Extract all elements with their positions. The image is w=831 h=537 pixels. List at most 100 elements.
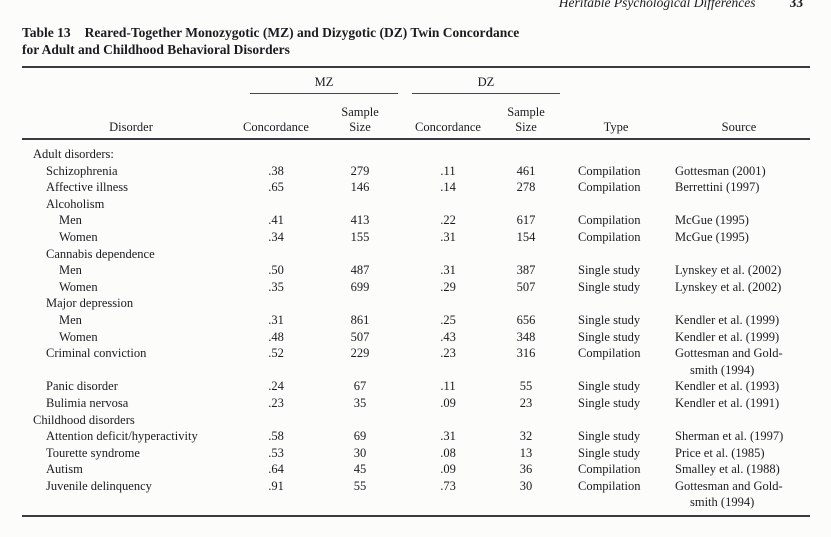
col-group-dz-label: DZ: [412, 75, 560, 94]
disorder-cell: Attention deficit/hyperactivity: [46, 429, 198, 444]
mz-concordance-cell: [240, 139, 312, 163]
disorder-cell: Adult disorders:: [33, 147, 114, 161]
mz-concordance-cell: .50: [268, 263, 284, 278]
mz-sample-size-cell: 861: [350, 312, 370, 327]
dz-concordance-cell: .43: [440, 329, 456, 344]
col-header-dz-concordance: Concordance: [408, 94, 488, 140]
header-spacer: [564, 67, 668, 94]
header-spacer: [668, 67, 810, 94]
dz-sample-size-cell: 348: [516, 329, 536, 344]
disorder-cell: Men: [59, 213, 82, 228]
source-cell: Kendler et al. (1993): [675, 379, 780, 394]
col-header-source: Source: [668, 94, 810, 140]
dz-sample-size-cell: 656: [516, 312, 536, 327]
dz-concordance-cell: .09: [440, 395, 456, 410]
table-row: Tourette syndrome .53 30 .08 13 Single study P…: [22, 445, 810, 462]
type-cell: Single study: [578, 445, 641, 460]
dz-concordance-cell: .11: [440, 379, 456, 394]
col-header-mz-sample-size: Sample Size: [312, 94, 408, 140]
mz-concordance-cell: .65: [268, 180, 284, 195]
table-row: Affective illness .65 146 .14 278 Compilation…: [22, 179, 810, 196]
disorder-cell: Cannabis dependence: [46, 246, 155, 261]
dz-sample-size-cell: [488, 246, 564, 263]
dz-concordance-cell: .23: [440, 346, 456, 361]
table-row: Men .50 487 .31 387 Single study Lynskey et al…: [22, 262, 810, 279]
dz-sample-size-cell: 154: [516, 229, 536, 244]
col-group-mz: MZ: [240, 67, 408, 94]
col-header-dz-sample-size: Sample Size: [488, 94, 564, 140]
dz-sample-size-cell: 36: [519, 462, 533, 477]
mz-sample-size-cell: 229: [350, 346, 370, 361]
dz-sample-size-cell: [488, 196, 564, 213]
type-cell: Compilation: [578, 462, 641, 477]
disorder-cell: Childhood disorders: [33, 412, 135, 427]
mz-concordance-cell: .91: [268, 478, 284, 493]
type-cell: Single study: [578, 263, 641, 278]
table-row: Attention deficit/hyperactivity .58 69 .31 3…: [22, 428, 810, 445]
source-cell: Gottesman and Gold- smith (1994): [675, 346, 783, 377]
dz-concordance-cell: .08: [440, 445, 456, 460]
source-cell: Kendler et al. (1991): [675, 395, 780, 410]
size-label: Size: [349, 119, 371, 134]
concordance-table: MZ DZ Disorder Concordance Sample Size C…: [22, 66, 810, 518]
disorder-cell: Affective illness: [46, 180, 129, 195]
type-cell: Compilation: [578, 346, 641, 361]
dz-concordance-cell: .22: [440, 213, 456, 228]
mz-concordance-cell: .41: [268, 213, 284, 228]
type-cell: Single study: [578, 395, 641, 410]
mz-sample-size-cell: 45: [353, 462, 367, 477]
type-cell: Single study: [578, 429, 641, 444]
table-row: Autism .64 45 .09 36 Compilation Smalley et al…: [22, 461, 810, 478]
table-row: Schizophrenia .38 279 .11 461 Compilation Gott…: [22, 163, 810, 180]
disorder-cell: Men: [59, 312, 82, 327]
disorder-cell: Women: [59, 229, 98, 244]
sample-label: Sample: [507, 105, 545, 119]
mz-concordance-cell: .31: [268, 312, 284, 327]
mz-concordance-cell: .35: [268, 279, 284, 294]
disorder-cell: Women: [59, 329, 98, 344]
dz-sample-size-cell: 23: [519, 395, 533, 410]
size-label: Size: [515, 119, 537, 134]
disorder-cell: Schizophrenia: [46, 163, 118, 178]
caption-line-1: Table 13 Reared-Together Monozygotic (MZ)…: [22, 24, 662, 41]
disorder-cell: Bulimia nervosa: [46, 395, 129, 410]
dz-concordance-cell: .09: [440, 462, 456, 477]
type-cell: [564, 412, 668, 429]
type-cell: Compilation: [578, 163, 641, 178]
type-cell: Single study: [578, 312, 641, 327]
dz-sample-size-cell: [488, 139, 564, 163]
source-cell: [668, 246, 810, 263]
dz-sample-size-cell: 617: [516, 213, 536, 228]
dz-sample-size-cell: 387: [516, 263, 536, 278]
type-cell: [564, 295, 668, 312]
dz-sample-size-cell: [488, 412, 564, 429]
dz-sample-size-cell: 461: [516, 163, 536, 178]
disorder-cell: Criminal conviction: [46, 346, 147, 361]
dz-concordance-cell: [408, 246, 488, 263]
dz-concordance-cell: .14: [440, 180, 456, 195]
source-cell: Gottesman (2001): [675, 163, 766, 178]
type-cell: Single study: [578, 329, 641, 344]
dz-concordance-cell: [408, 139, 488, 163]
table-row: Bulimia nervosa .23 35 .09 23 Single study Ken…: [22, 395, 810, 412]
running-head: Heritable Psychological Differences 33: [559, 0, 803, 11]
source-cell: Gottesman and Gold- smith (1994): [675, 478, 783, 510]
source-cell: Sherman et al. (1997): [675, 429, 784, 444]
mz-concordance-cell: .53: [268, 445, 284, 460]
table-row: Adult disorders:: [22, 139, 810, 163]
source-cell: [668, 139, 810, 163]
source-cell: Lynskey et al. (2002): [675, 279, 782, 294]
caption-line-2: for Adult and Childhood Behavioral Disor…: [22, 42, 290, 57]
disorder-cell: Juvenile delinquency: [46, 478, 152, 493]
source-cell: [668, 295, 810, 312]
mz-sample-size-cell: [312, 246, 408, 263]
table-row: Alcoholism: [22, 196, 810, 213]
disorder-cell: Alcoholism: [46, 196, 105, 211]
source-cell: McGue (1995): [675, 229, 749, 244]
table-row: Major depression: [22, 295, 810, 312]
dz-concordance-cell: .11: [440, 163, 456, 178]
mz-sample-size-cell: 30: [353, 445, 367, 460]
mz-sample-size-cell: 507: [350, 329, 370, 344]
dz-sample-size-cell: 55: [519, 379, 533, 394]
mz-sample-size-cell: 55: [353, 478, 367, 493]
